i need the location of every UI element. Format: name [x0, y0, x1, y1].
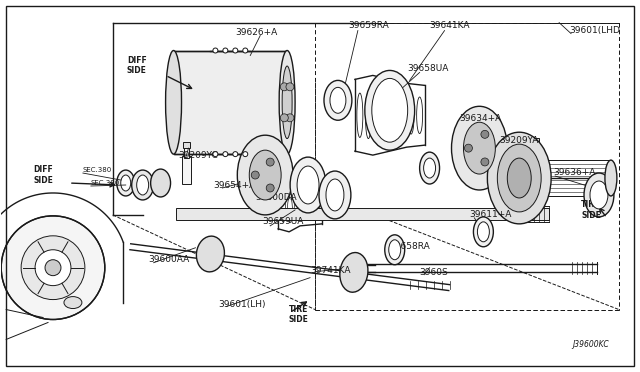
Ellipse shape: [451, 106, 508, 190]
Circle shape: [1, 216, 105, 320]
Text: J39600KC: J39600KC: [572, 340, 609, 349]
Bar: [175, 208, 549, 220]
Text: 3960S: 3960S: [420, 268, 449, 277]
Ellipse shape: [64, 296, 82, 308]
Ellipse shape: [590, 181, 608, 209]
Bar: [182, 142, 191, 148]
Ellipse shape: [166, 51, 182, 154]
Circle shape: [252, 171, 259, 179]
Circle shape: [266, 184, 274, 192]
Ellipse shape: [324, 80, 352, 120]
Text: 39659RA: 39659RA: [348, 21, 388, 30]
Text: DIFF
SIDE: DIFF SIDE: [33, 165, 53, 185]
Ellipse shape: [290, 157, 326, 213]
Ellipse shape: [150, 169, 171, 197]
Ellipse shape: [497, 144, 541, 212]
Circle shape: [243, 48, 248, 53]
Ellipse shape: [132, 170, 154, 200]
Bar: [532, 143, 538, 150]
Ellipse shape: [237, 135, 293, 215]
Text: SEC.380: SEC.380: [91, 180, 120, 186]
Text: 39600AA: 39600AA: [148, 255, 190, 264]
Circle shape: [280, 83, 288, 91]
Ellipse shape: [116, 170, 134, 196]
Ellipse shape: [326, 179, 344, 211]
Bar: [173, 51, 287, 154]
Text: 39741KA: 39741KA: [310, 266, 351, 275]
Circle shape: [280, 114, 288, 122]
Text: 39659UA: 39659UA: [262, 217, 303, 227]
Ellipse shape: [249, 150, 281, 200]
Text: 39600DA: 39600DA: [255, 193, 297, 202]
Text: 39634+A: 39634+A: [460, 114, 502, 123]
Circle shape: [223, 152, 228, 157]
Circle shape: [233, 48, 238, 53]
Ellipse shape: [488, 132, 551, 224]
Text: 39658UA: 39658UA: [408, 64, 449, 73]
Circle shape: [286, 83, 294, 91]
Circle shape: [223, 48, 228, 53]
Circle shape: [45, 260, 61, 276]
Text: 39601(LH): 39601(LH): [218, 300, 266, 309]
Circle shape: [243, 152, 248, 157]
Circle shape: [286, 114, 294, 122]
Circle shape: [481, 158, 489, 166]
Text: TIRE
SIDE: TIRE SIDE: [581, 200, 601, 219]
Ellipse shape: [584, 173, 614, 217]
Circle shape: [465, 144, 472, 152]
Ellipse shape: [137, 175, 148, 195]
Ellipse shape: [508, 158, 531, 198]
Ellipse shape: [385, 235, 404, 265]
Text: 39611+A: 39611+A: [469, 211, 512, 219]
Ellipse shape: [297, 166, 319, 204]
Circle shape: [266, 158, 274, 166]
Text: 39641KA: 39641KA: [429, 21, 470, 30]
Ellipse shape: [365, 70, 415, 150]
Ellipse shape: [474, 217, 493, 247]
Ellipse shape: [605, 160, 617, 196]
Circle shape: [213, 48, 218, 53]
Circle shape: [213, 152, 218, 157]
Text: SEC.380: SEC.380: [83, 167, 112, 173]
Circle shape: [233, 152, 238, 157]
Circle shape: [35, 250, 71, 286]
Ellipse shape: [477, 222, 490, 242]
Bar: [184, 148, 189, 158]
Text: TIRE
SIDE: TIRE SIDE: [288, 305, 308, 324]
Text: 39209YA: 39209YA: [499, 136, 539, 145]
Text: 39209YC: 39209YC: [179, 151, 218, 160]
Bar: [532, 138, 539, 143]
Circle shape: [481, 130, 489, 138]
Text: 39654+A: 39654+A: [213, 180, 255, 189]
Ellipse shape: [388, 240, 401, 260]
Ellipse shape: [424, 158, 436, 178]
Ellipse shape: [121, 175, 131, 191]
Text: 39636+A: 39636+A: [553, 167, 595, 177]
Text: DIFF
SIDE: DIFF SIDE: [127, 56, 147, 75]
Ellipse shape: [282, 66, 292, 139]
Ellipse shape: [420, 152, 440, 184]
Ellipse shape: [340, 253, 368, 292]
Ellipse shape: [196, 236, 225, 272]
Ellipse shape: [279, 51, 295, 154]
Ellipse shape: [463, 122, 495, 174]
Text: 39658RA: 39658RA: [390, 242, 431, 251]
Ellipse shape: [372, 78, 408, 142]
Bar: [531, 149, 539, 171]
Circle shape: [21, 236, 85, 299]
Ellipse shape: [330, 87, 346, 113]
Ellipse shape: [319, 171, 351, 219]
Text: 39626+A: 39626+A: [236, 28, 278, 37]
Bar: [182, 156, 191, 184]
Text: 39601(LHD: 39601(LHD: [569, 26, 620, 35]
